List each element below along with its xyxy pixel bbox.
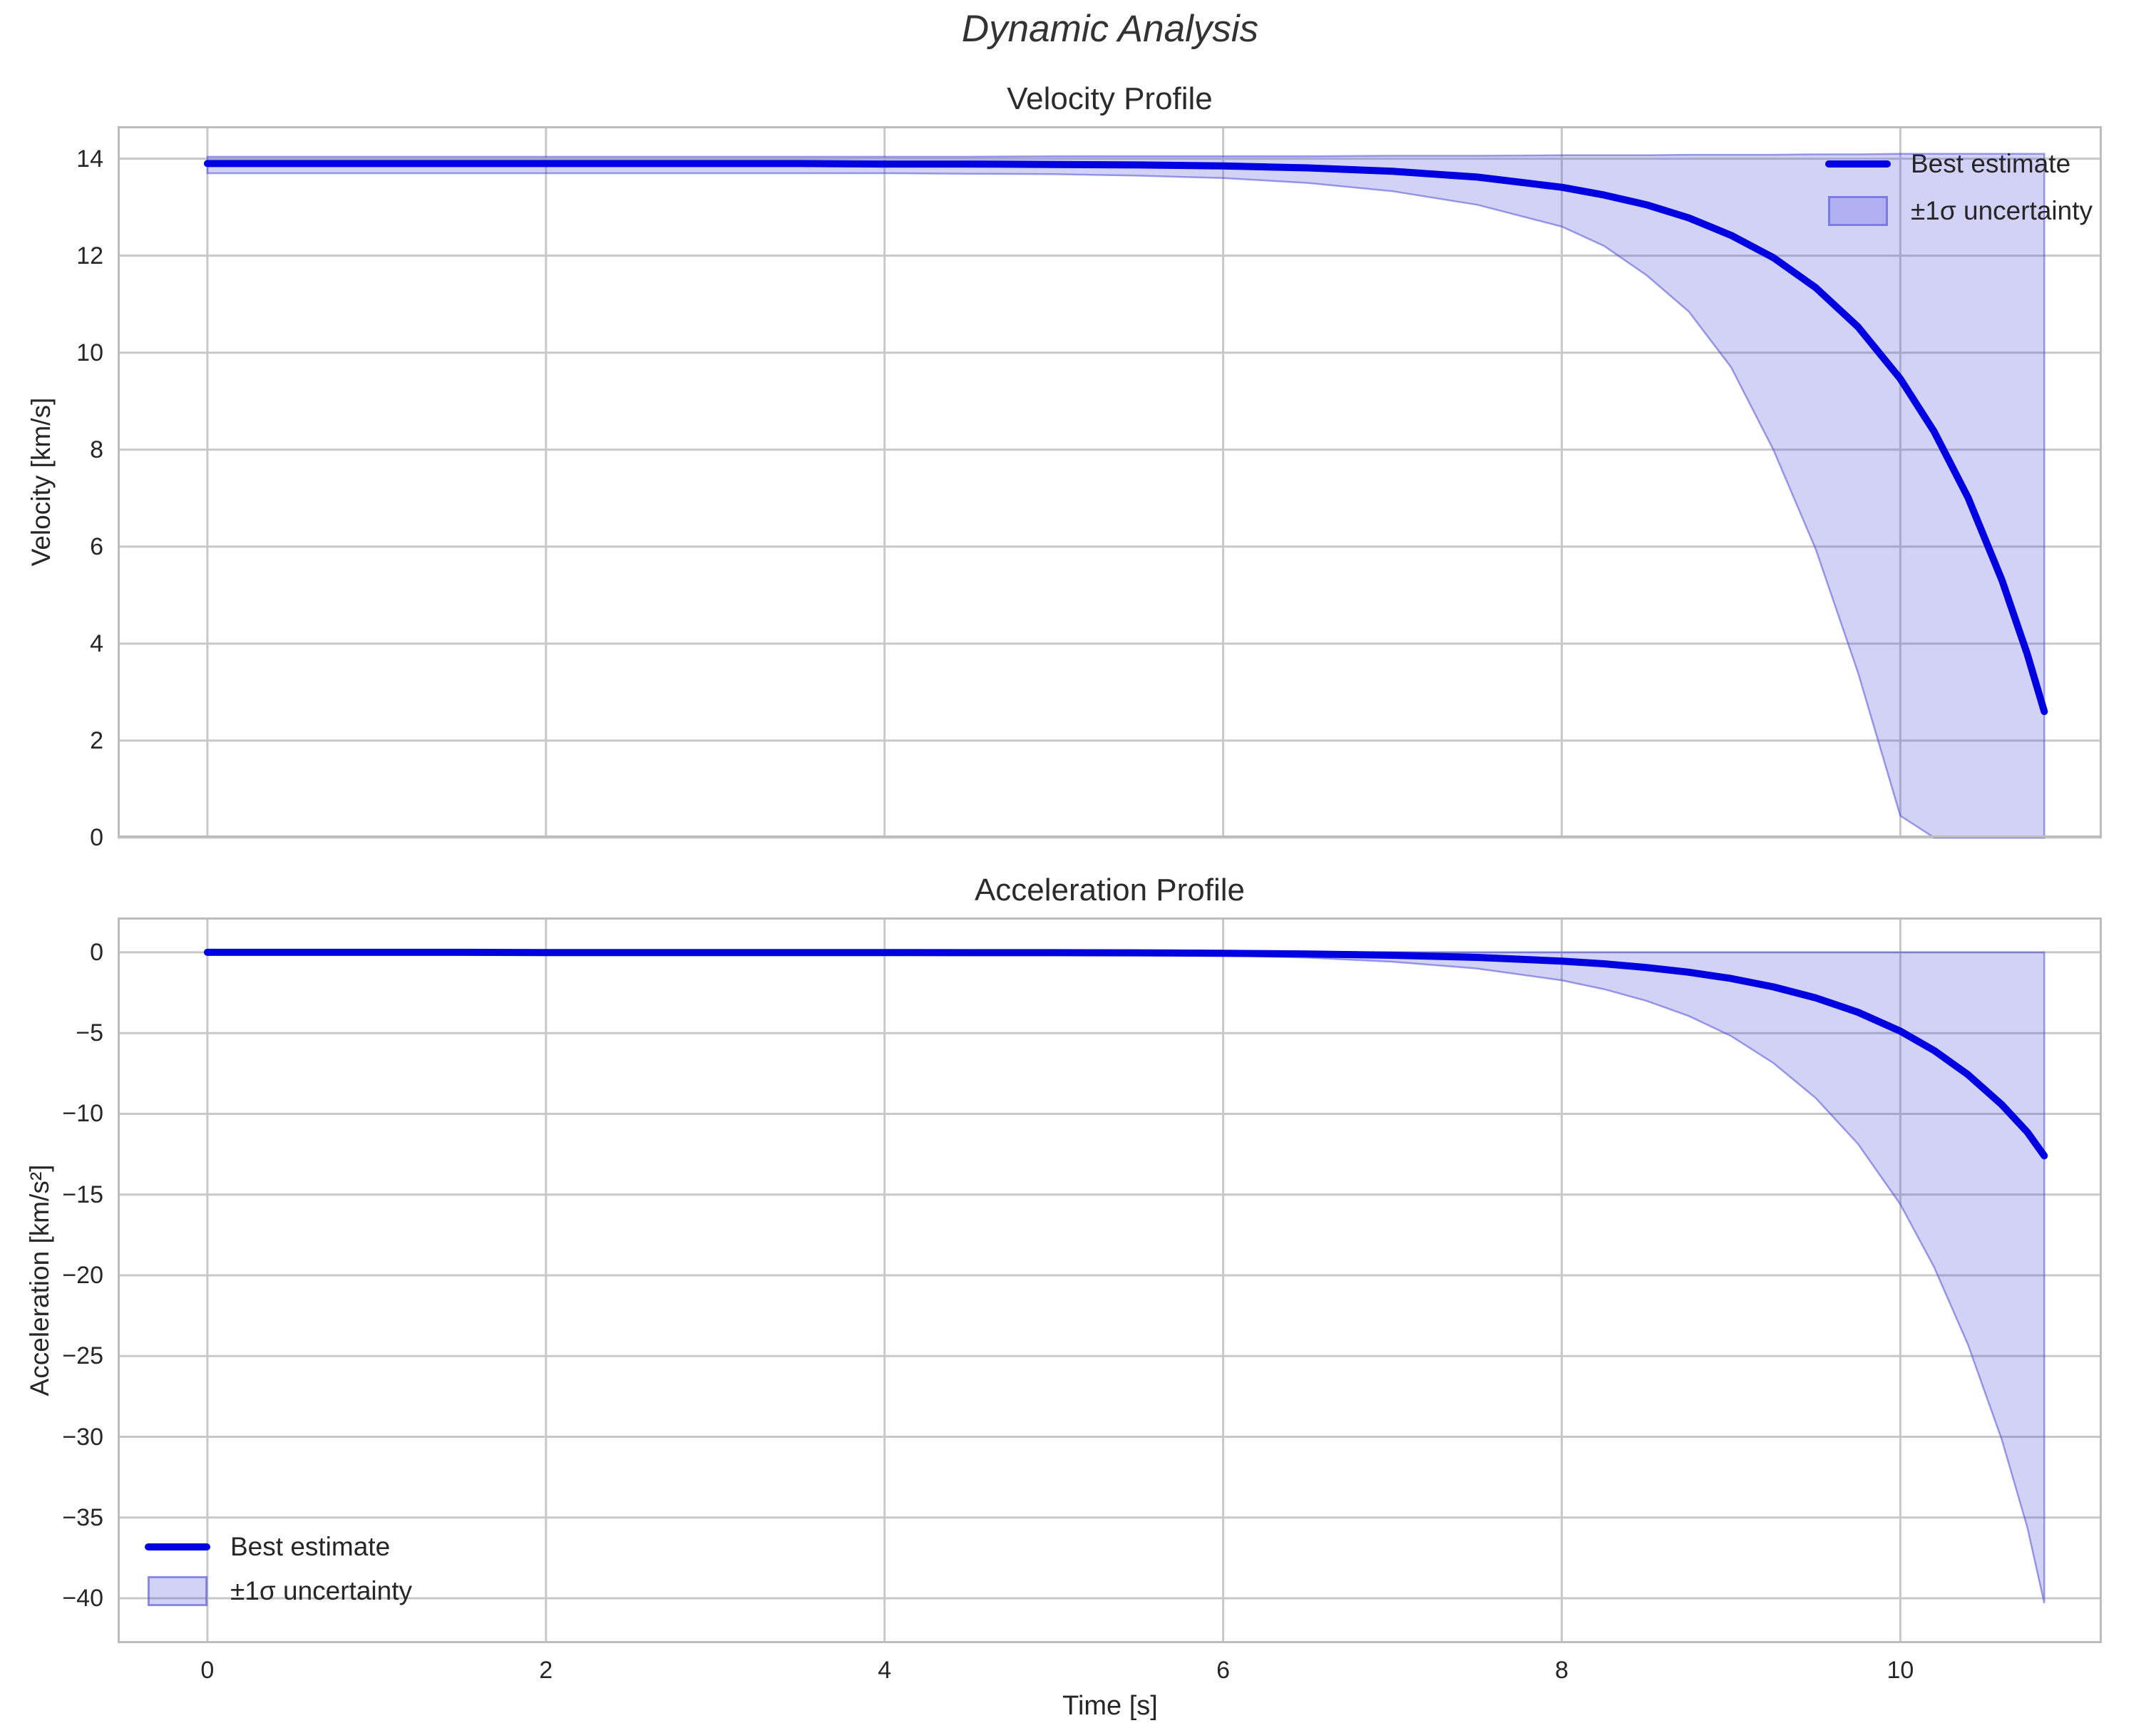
y-tick-label: 6 — [90, 533, 103, 560]
x-tick-label: 6 — [1216, 1657, 1231, 1684]
y-tick-label: 2 — [90, 726, 103, 754]
velocity-plot-canvas — [118, 126, 2102, 839]
y-tick-label: 0 — [90, 824, 103, 851]
acceleration-plot: Acceleration Profile 0 −5 −10 −15 −20 −25 −30 −… — [62, 873, 2102, 1684]
legend-label: Best estimate — [230, 1532, 391, 1561]
y-tick-label: −25 — [62, 1342, 103, 1370]
y-tick-label: 12 — [76, 242, 103, 269]
y-tick-label: 0 — [90, 938, 103, 966]
y-tick-label: −20 — [62, 1261, 103, 1289]
figure-suptitle: Dynamic Analysis — [961, 8, 1259, 50]
x-tick-label: 10 — [1886, 1657, 1914, 1684]
legend-patch-swatch — [148, 1576, 207, 1606]
velocity-y-axis-label: Velocity [km/s] — [26, 397, 56, 567]
legend-label: ±1σ uncertainty — [230, 1576, 412, 1605]
legend-patch-swatch — [1828, 196, 1888, 226]
y-tick-label: 14 — [76, 145, 103, 173]
x-tick-label: 2 — [539, 1657, 553, 1684]
x-axis-label: Time [s] — [1062, 1691, 1158, 1721]
axes-frame — [118, 126, 2102, 838]
velocity-plot: Velocity Profile 0 2 4 6 8 10 12 14 Best estimat… — [76, 81, 2102, 851]
best-estimate-line — [203, 160, 2048, 716]
y-tick-label: −10 — [62, 1100, 103, 1128]
y-tick-label: 8 — [90, 436, 103, 463]
uncertainty-band — [207, 951, 2045, 1604]
y-tick-label: −15 — [62, 1181, 103, 1208]
legend-line-swatch — [1825, 160, 1891, 168]
y-tick-label: 4 — [90, 629, 103, 657]
legend-line-swatch — [145, 1543, 210, 1550]
best-estimate-line — [203, 948, 2048, 1160]
x-tick-label: 4 — [878, 1657, 892, 1684]
acceleration-plot-canvas — [118, 917, 2102, 1643]
y-tick-label: −30 — [62, 1423, 103, 1451]
y-tick-label: 10 — [76, 339, 103, 366]
x-tick-label: 0 — [200, 1657, 215, 1684]
y-tick-label: −5 — [76, 1019, 103, 1047]
axes-frame — [118, 917, 2102, 1643]
velocity-plot-title: Velocity Profile — [1007, 81, 1213, 116]
y-tick-label: −40 — [62, 1585, 103, 1613]
legend-label: ±1σ uncertainty — [1911, 196, 2093, 225]
acceleration-plot-title: Acceleration Profile — [974, 873, 1246, 907]
acceleration-y-axis-label: Acceleration [km/s²] — [25, 1164, 54, 1397]
legend-label: Best estimate — [1911, 149, 2071, 178]
x-tick-label: 8 — [1555, 1657, 1569, 1684]
y-tick-label: −35 — [62, 1503, 103, 1531]
